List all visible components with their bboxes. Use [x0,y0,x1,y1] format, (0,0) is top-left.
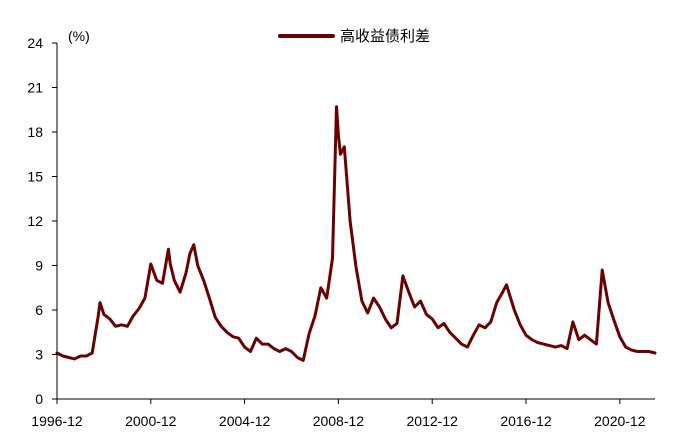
series-group [55,105,657,362]
x-tick-label: 2000-12 [125,413,177,429]
x-tick-label: 1996-12 [31,413,83,429]
y-unit-label: (%) [68,28,90,44]
y-tick-labels: 0 3 6 9 12 15 18 21 24 [27,35,57,407]
y-tick-label: 0 [35,391,43,407]
series-line-spread [55,105,657,362]
axes [56,43,655,400]
y-tick-label: 12 [27,213,43,229]
x-tick-label: 2016-12 [500,413,552,429]
y-tick-label: 18 [27,124,43,140]
y-tick-label: 24 [27,35,43,51]
x-tick-label: 2012-12 [407,413,459,429]
legend-label: 高收益债利差 [340,28,430,45]
x-tick-label: 2004-12 [219,413,271,429]
y-tick-label: 9 [35,258,43,274]
y-tick-label: 6 [35,302,43,318]
x-tick-label: 2020-12 [594,413,646,429]
x-tick-labels: 1996-12 2000-12 2004-12 2008-12 2012-12 2016-… [31,399,646,429]
x-tick-label: 2008-12 [313,413,365,429]
legend: 高收益债利差 [278,28,430,45]
y-tick-label: 15 [27,169,43,185]
y-tick-label: 3 [35,347,43,363]
y-tick-label: 21 [27,80,43,96]
